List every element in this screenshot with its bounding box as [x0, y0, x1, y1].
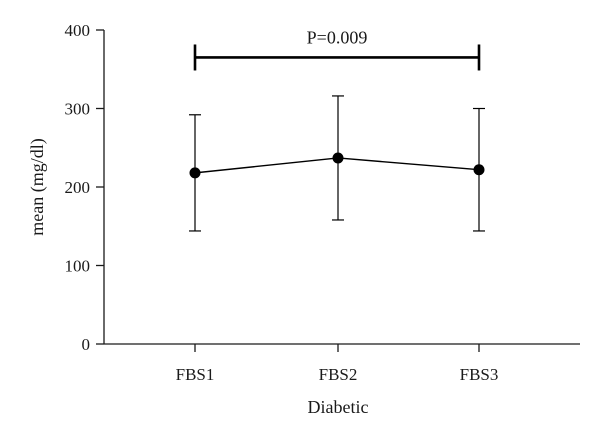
y-tick-label: 0	[82, 335, 91, 354]
data-point	[332, 152, 344, 164]
data-point	[189, 167, 201, 179]
axes	[103, 30, 580, 345]
y-tick-label: 400	[65, 21, 91, 40]
y-axis-ticks: 0 100 200 300 400	[65, 21, 104, 354]
y-tick-label: 200	[65, 178, 91, 197]
plot-area	[189, 95, 485, 232]
annotation-label: P=0.009	[307, 27, 368, 47]
y-tick-label: 300	[65, 100, 91, 119]
data-point	[473, 164, 485, 176]
x-tick-label: FBS2	[319, 365, 358, 384]
x-tick-label: FBS1	[176, 365, 215, 384]
x-axis-ticks: FBS1 FBS2 FBS3	[176, 344, 499, 384]
y-axis-label: mean (mg/dl)	[27, 138, 48, 235]
significance-annotation: P=0.009	[193, 27, 481, 71]
x-axis-label: Diabetic	[308, 397, 369, 417]
y-tick-label: 100	[65, 257, 91, 276]
x-tick-label: FBS3	[460, 365, 499, 384]
